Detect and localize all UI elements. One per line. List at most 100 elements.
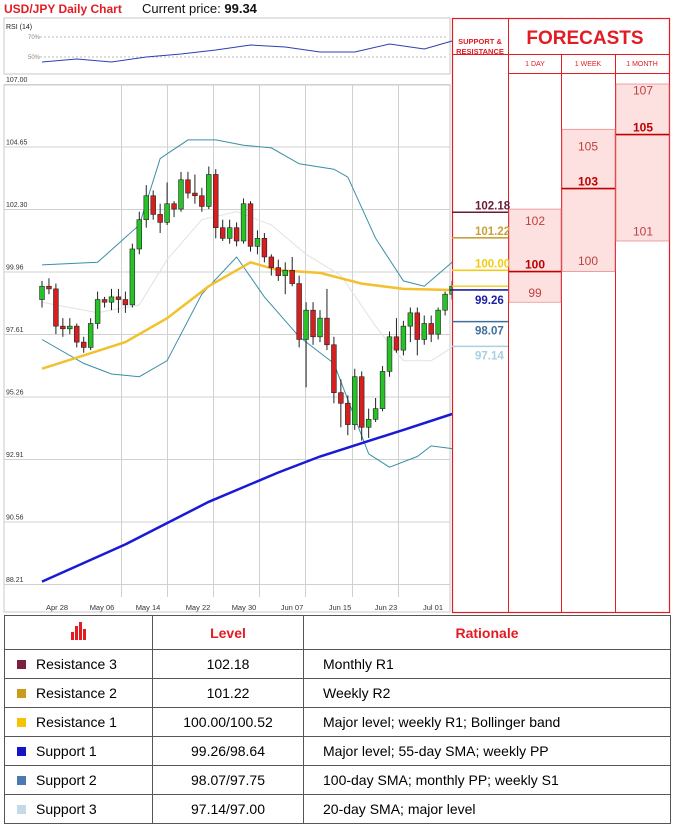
x-tick-label: May 14: [136, 603, 161, 612]
candle-body-up: [407, 312, 414, 327]
candle: [87, 318, 94, 351]
candle: [60, 318, 66, 337]
bollinger-mid-line: [41, 211, 453, 362]
candle-body-down: [53, 288, 59, 327]
level-row: Resistance 3 102.18 Monthly R1: [4, 649, 671, 679]
candle-body-up: [372, 408, 379, 420]
level-name: Resistance 2: [36, 685, 117, 701]
level-name-cell: Resistance 1: [4, 707, 153, 737]
candle: [358, 371, 365, 441]
level-color-swatch: [17, 746, 26, 756]
x-tick-label: Jun 23: [375, 603, 398, 612]
candle: [220, 219, 226, 241]
candle-body-up: [226, 227, 233, 239]
rsi-line: [41, 40, 453, 63]
level-rationale: 20-day SMA; major level: [303, 794, 671, 824]
level-rationale: Major level; 55-day SMA; weekly PP: [303, 736, 671, 766]
candle: [282, 262, 288, 295]
candle: [414, 307, 420, 356]
candle-body-up: [442, 293, 448, 311]
candle-body-down: [192, 192, 198, 197]
candle: [268, 254, 275, 276]
candle: [122, 291, 129, 313]
x-tick-label: Jun 07: [281, 603, 304, 612]
candle: [108, 288, 115, 311]
sr-level-label: 101.22: [475, 226, 510, 238]
x-tick-label: May 30: [232, 603, 257, 612]
candle-body-down: [115, 296, 122, 300]
candle-body-down: [275, 267, 281, 276]
candle: [136, 211, 142, 255]
candle: [324, 288, 330, 351]
level-color-swatch: [17, 775, 26, 785]
chart-title: USD/JPY Daily Chart: [4, 2, 122, 16]
level-rationale: Major level; weekly R1; Bollinger band: [303, 707, 671, 737]
candle-body-down: [324, 317, 330, 346]
forecast-1week-mid: 103: [578, 175, 598, 189]
candle-body-up: [143, 195, 149, 221]
candle-body-down: [185, 179, 191, 194]
y-tick-label: 107.00: [6, 77, 28, 84]
sr-level-marker: 100.00: [452, 258, 510, 272]
x-tick-label: Jul 01: [423, 603, 443, 612]
forecast-1month-low: 101: [633, 225, 653, 239]
candle-body-down: [150, 195, 156, 215]
candle: [407, 307, 414, 343]
candle-body-up: [108, 296, 115, 303]
candle-body-up: [421, 323, 427, 340]
level-color-swatch: [17, 804, 26, 814]
bar-chart-icon: [70, 622, 86, 640]
level-name-cell: Resistance 2: [4, 678, 153, 708]
candle: [171, 201, 177, 218]
level-rationale: Monthly R1: [303, 649, 671, 679]
candle-body-up: [386, 336, 393, 372]
candle: [81, 336, 87, 353]
candle: [317, 310, 323, 343]
candle: [39, 280, 45, 308]
level-row: Support 3 97.14/97.00 20-day SMA; major le…: [4, 794, 671, 824]
level-value: 99.26/98.64: [152, 736, 304, 766]
candle: [206, 166, 212, 210]
candle-body-down: [414, 312, 420, 340]
candle-body-up: [39, 285, 45, 300]
candle: [442, 291, 448, 316]
candle-body-up: [240, 203, 247, 242]
rsi-tick-70: 70%: [28, 35, 41, 41]
candle: [115, 288, 122, 313]
candle-body-up: [352, 376, 358, 425]
candle-body-down: [60, 325, 66, 330]
sr-level-marker: 97.14: [452, 345, 508, 362]
candle: [379, 366, 386, 412]
level-name-cell: Support 3: [4, 794, 153, 824]
y-tick-label: 102.30: [6, 202, 28, 209]
candle-body-down: [428, 323, 434, 335]
candle-body-down: [296, 283, 302, 340]
level-header: Level: [152, 615, 304, 650]
candle: [150, 190, 156, 220]
candle-body-up: [136, 219, 142, 250]
y-tick-label: 104.65: [6, 140, 28, 147]
forecast-box-1week: [561, 128, 616, 272]
candle: [74, 323, 80, 348]
candle: [345, 395, 351, 436]
candle: [261, 233, 268, 263]
col-1day: 1 DAY: [525, 61, 545, 68]
level-row: Resistance 2 101.22 Weekly R2: [4, 678, 671, 708]
forecast-1month-mid: 105: [633, 121, 653, 135]
level-name: Support 1: [36, 743, 97, 759]
sr-level-label: 102.18: [475, 200, 511, 212]
rsi-panel: [3, 17, 451, 75]
candle-body-up: [365, 418, 372, 428]
candle-body-down: [261, 238, 268, 258]
level-row: Support 2 98.07/97.75 100-day SMA; monthly…: [4, 765, 671, 795]
y-grid: 107.00 104.65 102.30 99.96 97.61 95.26 92.91 90…: [4, 77, 450, 585]
candle-body-up: [178, 179, 184, 210]
level-value: 101.22: [152, 678, 304, 708]
forecast-1week-low: 100: [578, 254, 598, 268]
current-price-label: Current price: 99.34: [142, 1, 258, 16]
candle-body-up: [164, 203, 170, 223]
col-1month: 1 MONTH: [626, 61, 658, 68]
candle-body-up: [282, 269, 288, 276]
candle: [129, 243, 136, 308]
x-tick-label: May 22: [186, 603, 211, 612]
